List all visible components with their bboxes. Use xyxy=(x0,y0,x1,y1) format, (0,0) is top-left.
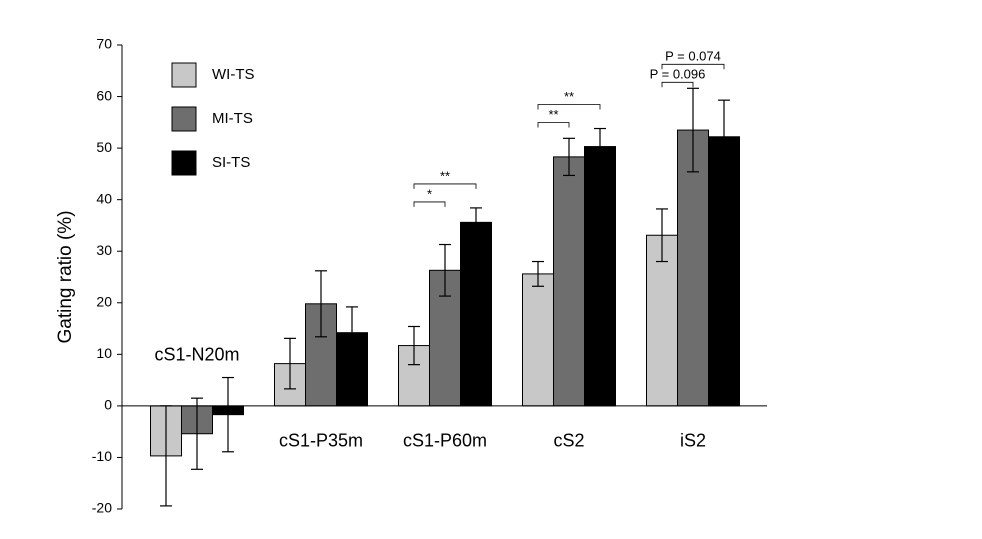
significance-label: * xyxy=(427,186,432,201)
bar xyxy=(460,221,492,407)
y-tick-label: 70 xyxy=(96,36,112,52)
error-bar xyxy=(284,337,296,390)
significance-label: ** xyxy=(548,107,558,122)
legend-label: WI-TS xyxy=(212,66,255,83)
y-tick-label: 0 xyxy=(104,397,112,413)
significance-bracket xyxy=(537,104,601,110)
y-tick-label: 20 xyxy=(96,293,112,309)
legend-swatch xyxy=(171,106,197,132)
bar xyxy=(646,234,678,407)
error-bar xyxy=(222,376,234,453)
y-tick-label: 40 xyxy=(96,190,112,206)
legend-swatch xyxy=(171,150,197,176)
significance-bracket xyxy=(413,183,477,189)
legend-label: SI-TS xyxy=(212,154,250,171)
error-bar xyxy=(346,306,358,360)
error-bar xyxy=(563,137,575,177)
y-tick-label: -20 xyxy=(92,500,112,516)
error-bar xyxy=(687,87,699,173)
y-tick-label: 30 xyxy=(96,242,112,258)
significance-bracket xyxy=(661,81,694,88)
bar xyxy=(708,136,740,407)
error-bar xyxy=(439,243,451,297)
legend-swatch xyxy=(171,62,197,88)
significance-label: ** xyxy=(564,89,574,104)
significance-bracket xyxy=(661,63,725,70)
bar xyxy=(522,273,554,407)
significance-label: ** xyxy=(440,168,450,183)
error-bar xyxy=(718,99,730,174)
bar xyxy=(553,156,585,407)
error-bar xyxy=(191,397,203,470)
y-tick-label: 60 xyxy=(96,87,112,103)
error-bar xyxy=(532,260,544,287)
significance-label: P = 0.074 xyxy=(665,49,721,64)
y-tick-label: 10 xyxy=(96,345,112,361)
y-tick-label: -10 xyxy=(92,448,112,464)
error-bar xyxy=(315,270,327,338)
bar xyxy=(584,146,616,407)
bar xyxy=(677,129,709,407)
y-axis-label: Gating ratio (%) xyxy=(55,210,76,343)
legend-label: MI-TS xyxy=(212,110,253,127)
x-tick-label: cS1-P35m xyxy=(279,431,363,451)
x-tick-label: cS1-N20m xyxy=(154,345,239,365)
error-bar xyxy=(470,207,482,238)
x-tick-label: cS2 xyxy=(553,431,584,451)
x-tick-label: iS2 xyxy=(680,431,706,451)
error-bar xyxy=(594,127,606,166)
y-tick-label: 50 xyxy=(96,139,112,155)
x-tick-label: cS1-P60m xyxy=(403,431,487,451)
significance-bracket xyxy=(413,201,446,207)
error-bar xyxy=(656,208,668,263)
significance-bracket xyxy=(537,122,570,128)
significance-label: P = 0.096 xyxy=(650,67,706,82)
error-bar xyxy=(408,325,420,366)
